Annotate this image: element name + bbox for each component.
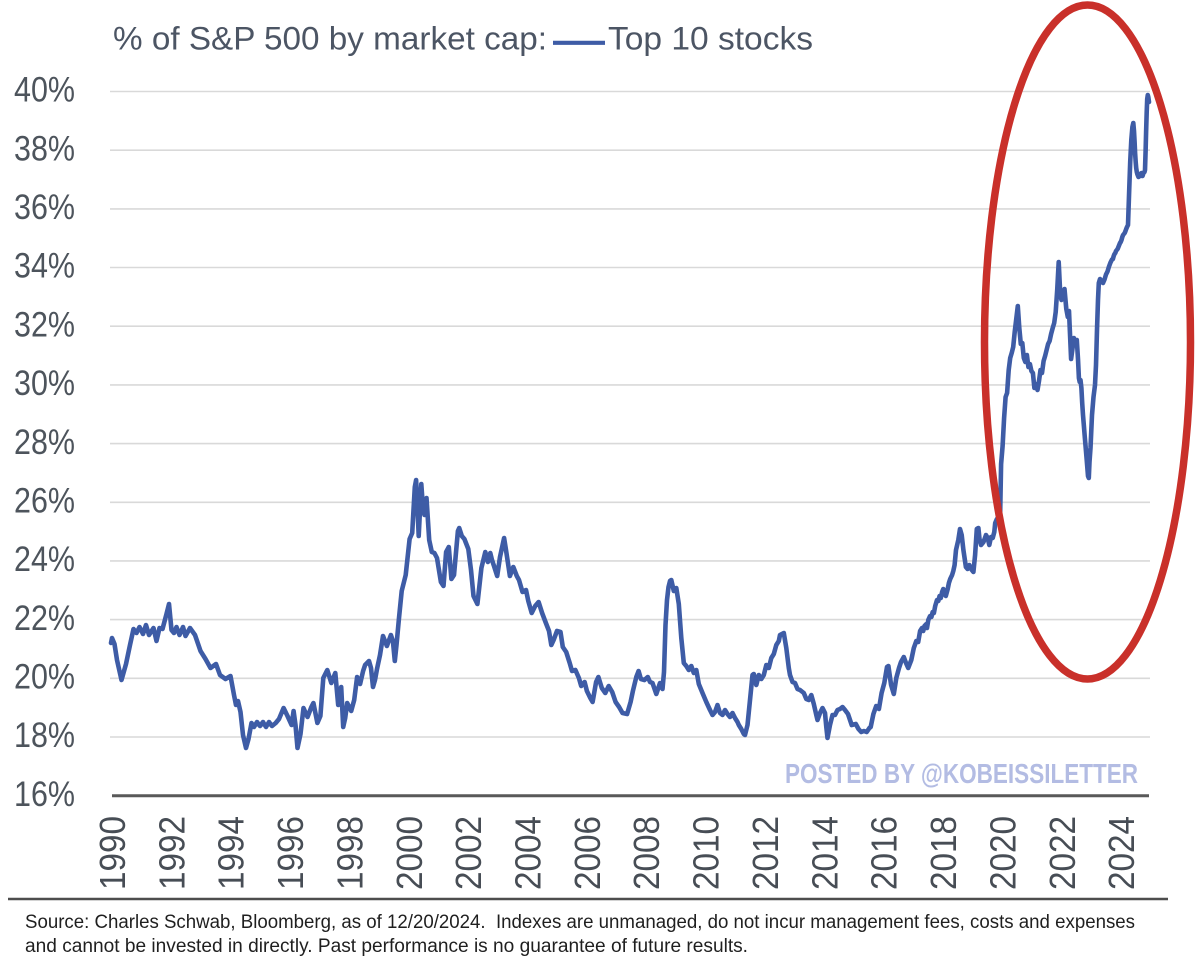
svg-text:2000: 2000 [389, 816, 430, 890]
svg-text:2010: 2010 [686, 816, 727, 890]
svg-text:18%: 18% [14, 716, 75, 755]
svg-text:2014: 2014 [804, 816, 845, 890]
svg-text:2024: 2024 [1101, 816, 1142, 890]
svg-text:Source: Charles Schwab, Bloomb: Source: Charles Schwab, Bloomberg, as of… [25, 912, 1135, 933]
svg-text:2020: 2020 [982, 816, 1023, 890]
svg-text:2008: 2008 [626, 816, 667, 890]
svg-text:22%: 22% [14, 599, 75, 638]
svg-text:32%: 32% [14, 305, 75, 344]
svg-text:2002: 2002 [448, 816, 489, 890]
svg-text:POSTED BY @KOBEISSILETTER: POSTED BY @KOBEISSILETTER [785, 758, 1138, 789]
svg-text:16%: 16% [14, 775, 75, 814]
svg-text:Top 10 stocks: Top 10 stocks [608, 21, 813, 57]
svg-text:2022: 2022 [1042, 816, 1083, 890]
svg-text:2016: 2016 [864, 816, 905, 890]
svg-text:2006: 2006 [567, 816, 608, 890]
svg-text:2004: 2004 [508, 816, 549, 890]
svg-text:34%: 34% [14, 247, 75, 286]
svg-text:24%: 24% [14, 540, 75, 579]
svg-text:1994: 1994 [211, 816, 252, 890]
svg-text:30%: 30% [14, 364, 75, 403]
svg-text:2018: 2018 [923, 816, 964, 890]
svg-text:% of S&P 500 by market cap:: % of S&P 500 by market cap: [113, 21, 547, 57]
svg-text:28%: 28% [14, 423, 75, 462]
svg-text:40%: 40% [14, 71, 75, 110]
svg-text:2012: 2012 [745, 816, 786, 890]
svg-text:36%: 36% [14, 188, 75, 227]
svg-text:and cannot be invested in dire: and cannot be invested in directly. Past… [25, 936, 748, 957]
svg-text:26%: 26% [14, 482, 75, 521]
svg-text:1992: 1992 [151, 816, 192, 890]
svg-text:20%: 20% [14, 658, 75, 697]
svg-text:38%: 38% [14, 129, 75, 168]
svg-text:1990: 1990 [92, 816, 133, 890]
svg-text:1996: 1996 [270, 816, 311, 890]
svg-text:1998: 1998 [329, 816, 370, 890]
